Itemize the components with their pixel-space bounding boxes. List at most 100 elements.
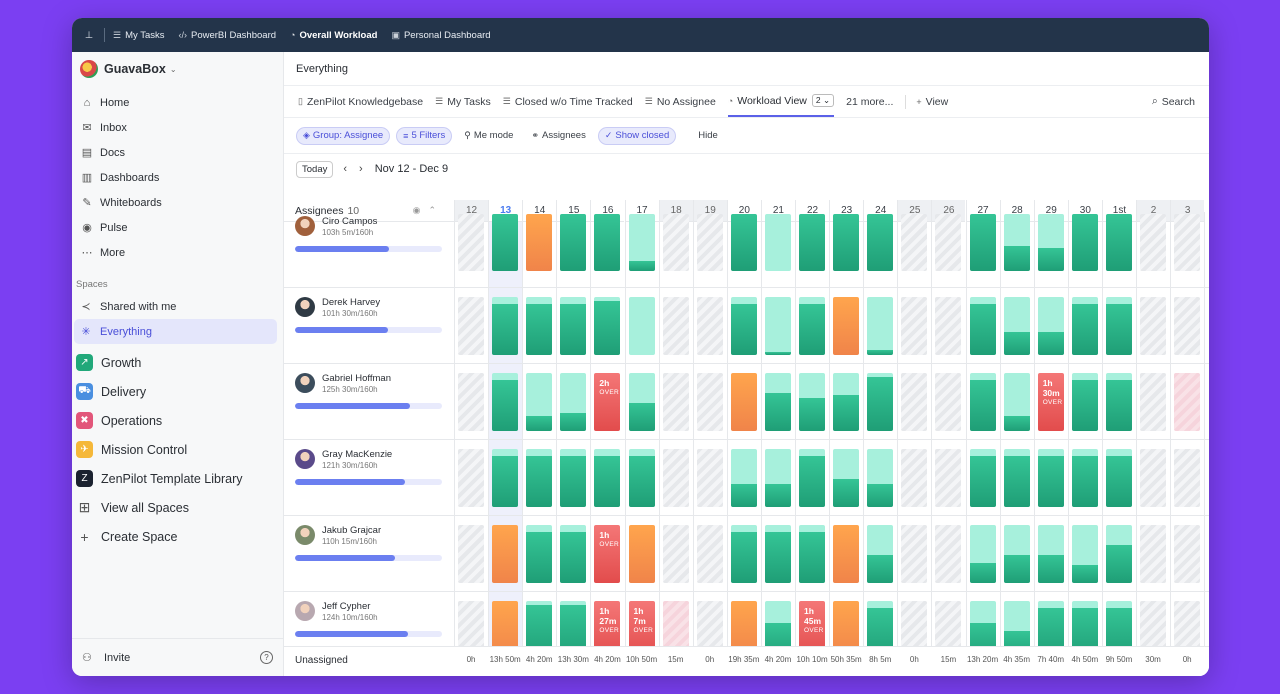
workload-cell[interactable] [867, 297, 894, 355]
workload-cell[interactable] [1003, 449, 1030, 507]
top-tab-1[interactable]: ‹/› PowerBI Dashboard [179, 30, 277, 41]
next-arrow-icon[interactable]: › [359, 163, 363, 175]
space-zenpilot-template-library[interactable]: Z ZenPilot Template Library [72, 464, 283, 493]
workload-cell[interactable] [1105, 214, 1132, 271]
non-working-day[interactable] [1174, 525, 1201, 583]
workload-cell[interactable] [833, 214, 860, 271]
workload-cell[interactable] [1071, 214, 1098, 271]
workload-cell[interactable] [526, 449, 553, 507]
non-working-day[interactable] [1174, 297, 1201, 355]
workload-cell[interactable] [526, 373, 553, 431]
non-working-day[interactable] [901, 297, 928, 355]
workload-cell[interactable] [764, 373, 791, 431]
sidebar-item-dashboards[interactable]: ▥ Dashboards [72, 165, 283, 190]
workload-cell[interactable] [1071, 297, 1098, 355]
workload-cell[interactable] [492, 297, 519, 355]
workload-cell[interactable] [628, 373, 655, 431]
workload-cell[interactable] [1037, 449, 1064, 507]
sidebar-item-whiteboards[interactable]: ✎ Whiteboards [72, 190, 283, 215]
non-working-day[interactable] [662, 449, 689, 507]
workload-cell[interactable] [594, 449, 621, 507]
workload-cell[interactable] [799, 373, 826, 431]
workload-cell[interactable] [867, 373, 894, 431]
overload-cell[interactable]: 1h OVER [594, 525, 621, 583]
space-mission-control[interactable]: ✈ Mission Control [72, 435, 283, 464]
prev-arrow-icon[interactable]: ‹ [343, 163, 348, 175]
non-working-day[interactable] [935, 449, 962, 507]
view-all-spaces[interactable]: ⊞ View all Spaces [72, 493, 283, 522]
workload-cell[interactable] [492, 373, 519, 431]
workload-cell[interactable] [867, 449, 894, 507]
workload-cell[interactable] [526, 214, 553, 271]
workload-cell[interactable] [628, 449, 655, 507]
sidebar-item-inbox[interactable]: ✉ Inbox [72, 115, 283, 140]
workload-cell[interactable] [1037, 214, 1064, 271]
non-working-day[interactable] [696, 297, 723, 355]
workload-cell[interactable] [560, 373, 587, 431]
non-working-day[interactable] [935, 525, 962, 583]
non-working-day[interactable] [901, 449, 928, 507]
sidebar-item-more[interactable]: ⋯ More [72, 240, 283, 265]
sidebar-item-docs[interactable]: ▤ Docs [72, 140, 283, 165]
workload-cell[interactable] [730, 373, 757, 431]
workload-cell[interactable] [764, 214, 791, 271]
workload-cell[interactable] [730, 449, 757, 507]
workload-cell[interactable] [1003, 214, 1030, 271]
filters-chip[interactable]: ≡ 5 Filters [396, 126, 453, 145]
overload-cell[interactable]: 2h OVER [594, 373, 621, 431]
non-working-day[interactable] [458, 373, 485, 431]
non-working-day[interactable] [935, 214, 962, 271]
eye-icon[interactable]: ◉ [412, 205, 429, 215]
non-working-day[interactable] [1140, 449, 1167, 507]
assignee-info[interactable]: Jeff Cypher 124h 10m/160h [295, 601, 445, 661]
assignees-chip[interactable]: ⚭ Assignees [531, 130, 586, 141]
non-working-day[interactable] [662, 214, 689, 271]
view-tab-4[interactable]: ◔ Workload View 2 ⌄ [727, 86, 835, 117]
non-working-day[interactable] [662, 373, 689, 431]
workload-cell[interactable] [799, 297, 826, 355]
workload-cell[interactable] [969, 525, 996, 583]
workload-cell[interactable] [492, 449, 519, 507]
create-space-button[interactable]: + Create Space [72, 522, 283, 551]
space-operations[interactable]: ✖ Operations [72, 406, 283, 435]
workload-cell[interactable] [764, 297, 791, 355]
workload-cell[interactable] [833, 373, 860, 431]
workload-cell[interactable] [628, 297, 655, 355]
view-tab-5[interactable]: 21 more... [846, 86, 893, 117]
add-view-button[interactable]: + View [916, 95, 949, 108]
group-by-chip[interactable]: ◈ Group: Assignee [296, 126, 391, 145]
non-working-day[interactable] [1140, 525, 1167, 583]
top-tab-2[interactable]: ◔ Overall Workload [290, 30, 377, 41]
me-mode-chip[interactable]: ⚲ Me mode [464, 130, 514, 141]
workload-cell[interactable] [969, 449, 996, 507]
sidebar-item-home[interactable]: ⌂ Home [72, 90, 283, 115]
non-working-day[interactable] [458, 214, 485, 271]
non-working-day[interactable] [1140, 214, 1167, 271]
non-working-day[interactable] [696, 214, 723, 271]
non-working-day[interactable] [696, 525, 723, 583]
non-working-day[interactable] [662, 297, 689, 355]
sidebar-item-shared[interactable]: ≺ Shared with me [74, 294, 277, 319]
workload-cell[interactable] [560, 525, 587, 583]
view-tab-0[interactable]: ▯ ZenPilot Knowledgebase [298, 86, 423, 117]
view-count-badge[interactable]: 2 ⌄ [811, 94, 835, 107]
non-working-day[interactable] [935, 297, 962, 355]
today-button[interactable]: Today [296, 160, 334, 178]
non-working-day[interactable] [696, 373, 723, 431]
workload-cell[interactable] [594, 214, 621, 271]
workload-cell[interactable] [969, 373, 996, 431]
workload-cell[interactable] [1105, 525, 1132, 583]
workload-cell[interactable] [730, 214, 757, 271]
workload-cell[interactable] [1037, 297, 1064, 355]
workload-cell[interactable] [526, 297, 553, 355]
workload-cell[interactable] [594, 297, 621, 355]
overload-cell[interactable]: 1h 30m OVER [1037, 373, 1064, 431]
show-closed-chip[interactable]: ✓ Show closed [597, 126, 677, 145]
workload-cell[interactable] [730, 297, 757, 355]
workload-cell[interactable] [764, 449, 791, 507]
view-tab-2[interactable]: ☰ Closed w/o Time Tracked [503, 86, 633, 117]
pin-icon[interactable]: ⊥ [84, 29, 94, 41]
non-working-day[interactable] [458, 525, 485, 583]
workload-cell[interactable] [492, 525, 519, 583]
workload-cell[interactable] [833, 525, 860, 583]
